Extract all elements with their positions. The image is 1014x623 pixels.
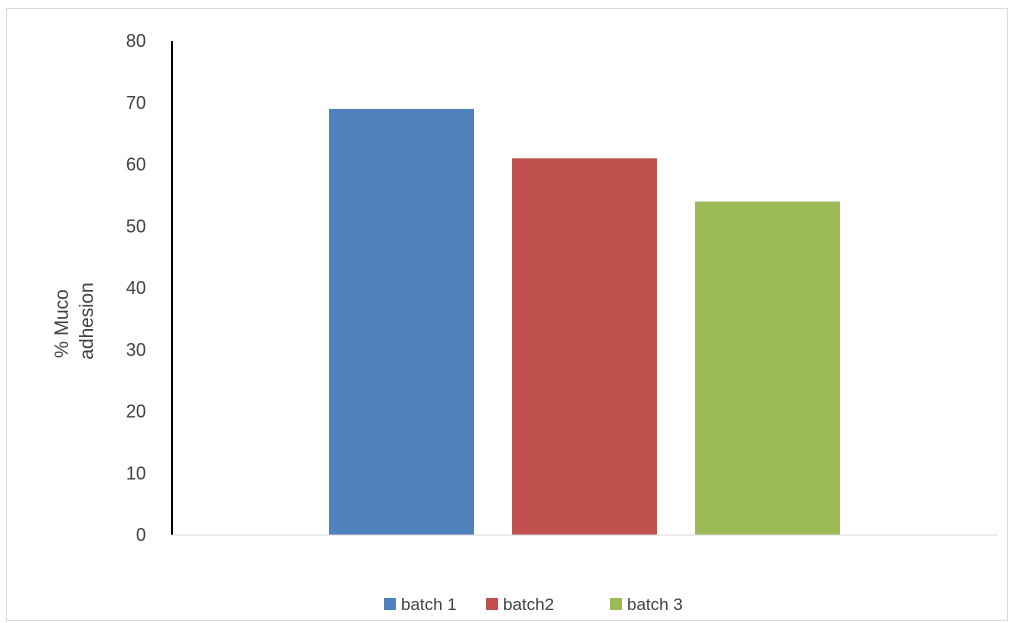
y-tick-label: 40: [126, 278, 146, 298]
y-tick-label: 10: [126, 463, 146, 483]
legend-swatch: [486, 598, 498, 610]
y-axis-ticks: 0 10 20 30 40 50 60 70 80: [126, 31, 146, 545]
y-tick-label: 50: [126, 216, 146, 236]
bar-batch-3: [695, 201, 840, 536]
legend-swatch: [610, 598, 622, 610]
y-tick-label: 80: [126, 31, 146, 51]
legend-label: batch 3: [627, 595, 683, 614]
legend-label: batch2: [503, 595, 554, 614]
y-tick-label: 30: [126, 340, 146, 360]
y-tick-label: 60: [126, 155, 146, 175]
y-axis-label-line-2: adhesion: [77, 282, 98, 359]
y-tick-label: 0: [136, 525, 146, 545]
legend-swatch: [384, 598, 396, 610]
legend: batch 1 batch2 batch 3: [384, 595, 683, 614]
bar-batch2: [512, 158, 657, 535]
y-axis-label-line-1: % Muco: [52, 289, 73, 358]
y-axis-label: % Muco adhesion: [52, 282, 98, 359]
bar-batch-1: [329, 108, 474, 536]
y-tick-label: 20: [126, 402, 146, 422]
bars: [329, 108, 840, 536]
legend-label: batch 1: [401, 595, 457, 614]
y-tick-label: 70: [126, 93, 146, 113]
